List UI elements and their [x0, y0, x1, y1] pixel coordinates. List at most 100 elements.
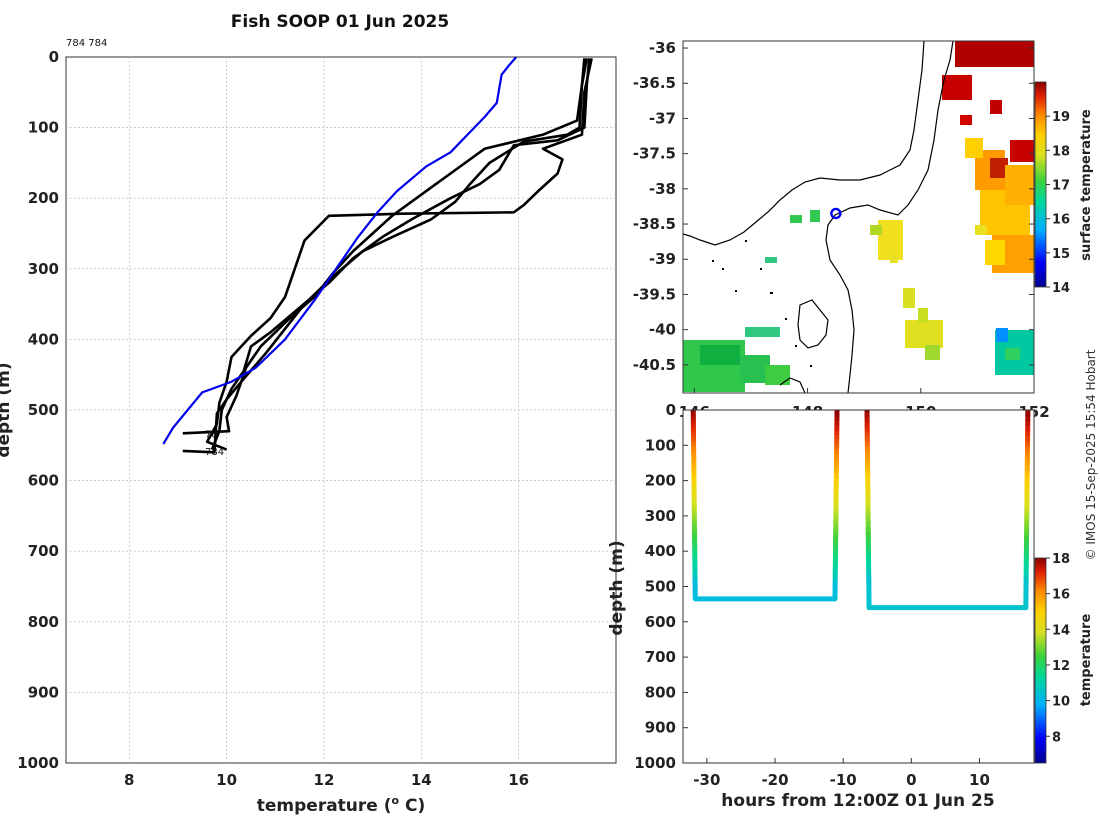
- profile-plot-area: [65, 56, 617, 764]
- sst-patch: [890, 255, 898, 263]
- y-tick-label: 100: [645, 436, 676, 454]
- x-tick-label: 10: [216, 771, 237, 789]
- island-dot: [745, 240, 747, 242]
- x-tick-label: 0: [906, 771, 916, 789]
- sst-patch: [918, 308, 928, 323]
- x-tick-label: 14: [411, 771, 432, 789]
- island-dot: [785, 318, 787, 320]
- depth-time-casts: [690, 410, 1031, 611]
- profile-series-784-4: [205, 58, 593, 451]
- sst-patch: [790, 215, 802, 223]
- colorbar-tick-label: 16: [1052, 588, 1070, 603]
- island-dot: [722, 268, 724, 270]
- y-tick-label: 500: [28, 401, 59, 419]
- island-dot: [712, 260, 714, 262]
- sst-patch: [1005, 165, 1034, 205]
- x-tick-label: -10: [830, 771, 857, 789]
- lat-tick-label: -40: [649, 321, 676, 339]
- sst-patch: [942, 75, 972, 100]
- sst-patch: [870, 225, 882, 235]
- y-tick-label: 400: [645, 542, 676, 560]
- y-tick-label: 600: [28, 472, 59, 490]
- lat-tick-label: -37.5: [633, 145, 676, 163]
- cruise-position-marker: [830, 207, 842, 220]
- island: [797, 299, 829, 349]
- y-tick-label: 100: [28, 119, 59, 137]
- coastline-mainland: [683, 41, 925, 246]
- sst-patch: [965, 138, 983, 158]
- y-tick-label: 0: [666, 401, 676, 419]
- sst-patch: [903, 288, 915, 308]
- depth-time-x-ticks: -30 -20 -10 0 10: [693, 758, 990, 789]
- y-tick-label: 1000: [17, 754, 59, 772]
- y-tick-label: 600: [645, 613, 676, 631]
- x-tick-label: -20: [761, 771, 788, 789]
- lat-tick-label: -37: [649, 109, 676, 127]
- depth-time-y-ticks: 0 100 200 300 400 500 600 700 800 900 1000: [634, 401, 688, 772]
- map-frame: [682, 40, 1035, 394]
- sst-colorbar-label: surface temperature: [1079, 109, 1094, 261]
- lat-tick-label: -39.5: [633, 285, 676, 303]
- profile-x-axis-label-main: temperature (: [257, 796, 392, 816]
- island-dots: [712, 240, 812, 367]
- island-dot: [770, 292, 773, 294]
- lat-tick-label: -40.5: [633, 356, 676, 374]
- y-tick-label: 0: [49, 48, 59, 66]
- y-tick-label: 300: [28, 260, 59, 278]
- profile-series-784-1: [182, 58, 586, 435]
- x-tick-label: 12: [314, 771, 335, 789]
- profile-end-label: 784: [205, 447, 224, 458]
- sst-field: [683, 41, 1034, 392]
- y-tick-label: 1000: [634, 754, 676, 772]
- x-tick-label: -30: [693, 771, 720, 789]
- coastline: [683, 41, 954, 393]
- colorbar-tick-label: 18: [1052, 552, 1070, 567]
- x-tick-label: 10: [969, 771, 990, 789]
- x-tick-label: 16: [508, 771, 529, 789]
- sst-patch: [960, 115, 972, 125]
- profile-line-labels: 78 784: [205, 429, 224, 458]
- climatology-line: [162, 57, 518, 445]
- y-tick-label: 300: [645, 507, 676, 525]
- y-tick-label: 400: [28, 330, 59, 348]
- sst-patch: [1005, 348, 1020, 360]
- sst-patch: [700, 345, 740, 365]
- lat-tick-label: -36: [649, 39, 676, 57]
- sst-patch: [975, 225, 987, 235]
- sst-map: -36 -36.5 -37 -37.5 -38 -38.5 -39 -39.5 -40 -40.5…: [633, 39, 1094, 421]
- colorbar-tick-label: 18: [1052, 144, 1070, 159]
- sst-patch: [878, 220, 903, 260]
- depth-time-plot-area: [683, 410, 1034, 763]
- sst-patch: [985, 240, 1005, 265]
- island-dot: [795, 345, 797, 347]
- profile-grid: [66, 57, 616, 763]
- colorbar-tick-label: 8: [1052, 730, 1061, 745]
- y-tick-label: 900: [28, 683, 59, 701]
- profile-chart: 8 10 12 14 16 0 100 200 300 400 500 600 700 800 900 10…: [0, 48, 617, 816]
- temperature-colorbar-label: temperature: [1079, 614, 1094, 707]
- sst-patch: [996, 328, 1008, 342]
- temperature-colorbar: [1034, 557, 1047, 764]
- depth-time-x-axis-label: hours from 12:00Z 01 Jun 25: [721, 791, 994, 811]
- y-tick-label: 700: [28, 542, 59, 560]
- y-tick-label: 800: [645, 683, 676, 701]
- y-tick-label: 500: [645, 578, 676, 596]
- credit-text: © IMOS 15-Sep-2025 15:54 Hobart: [1084, 349, 1098, 560]
- y-tick-label: 900: [645, 719, 676, 737]
- colorbar-tick-label: 14: [1052, 623, 1070, 638]
- profile-x-axis-label: temperature (o C): [257, 794, 426, 816]
- profile-x-axis-label-sup: o: [392, 794, 400, 807]
- colorbar-tick-label: 15: [1052, 247, 1070, 262]
- sst-patch: [765, 257, 777, 263]
- sst-patch: [745, 327, 780, 337]
- map-background: [683, 41, 1034, 393]
- depth-time-chart: -30 -20 -10 0 10 0 100 200 300 400 500 600 700 800 90…: [607, 401, 1094, 811]
- island-dot: [810, 365, 812, 367]
- temperature-colorbar-ticks: 8 10 12 14 16 18: [1046, 552, 1070, 745]
- island-dot: [760, 268, 762, 270]
- sst-patch: [765, 365, 790, 385]
- cast-1: [690, 410, 840, 602]
- profile-x-axis-label-tail: C): [399, 796, 425, 816]
- profile-lines: [162, 57, 593, 454]
